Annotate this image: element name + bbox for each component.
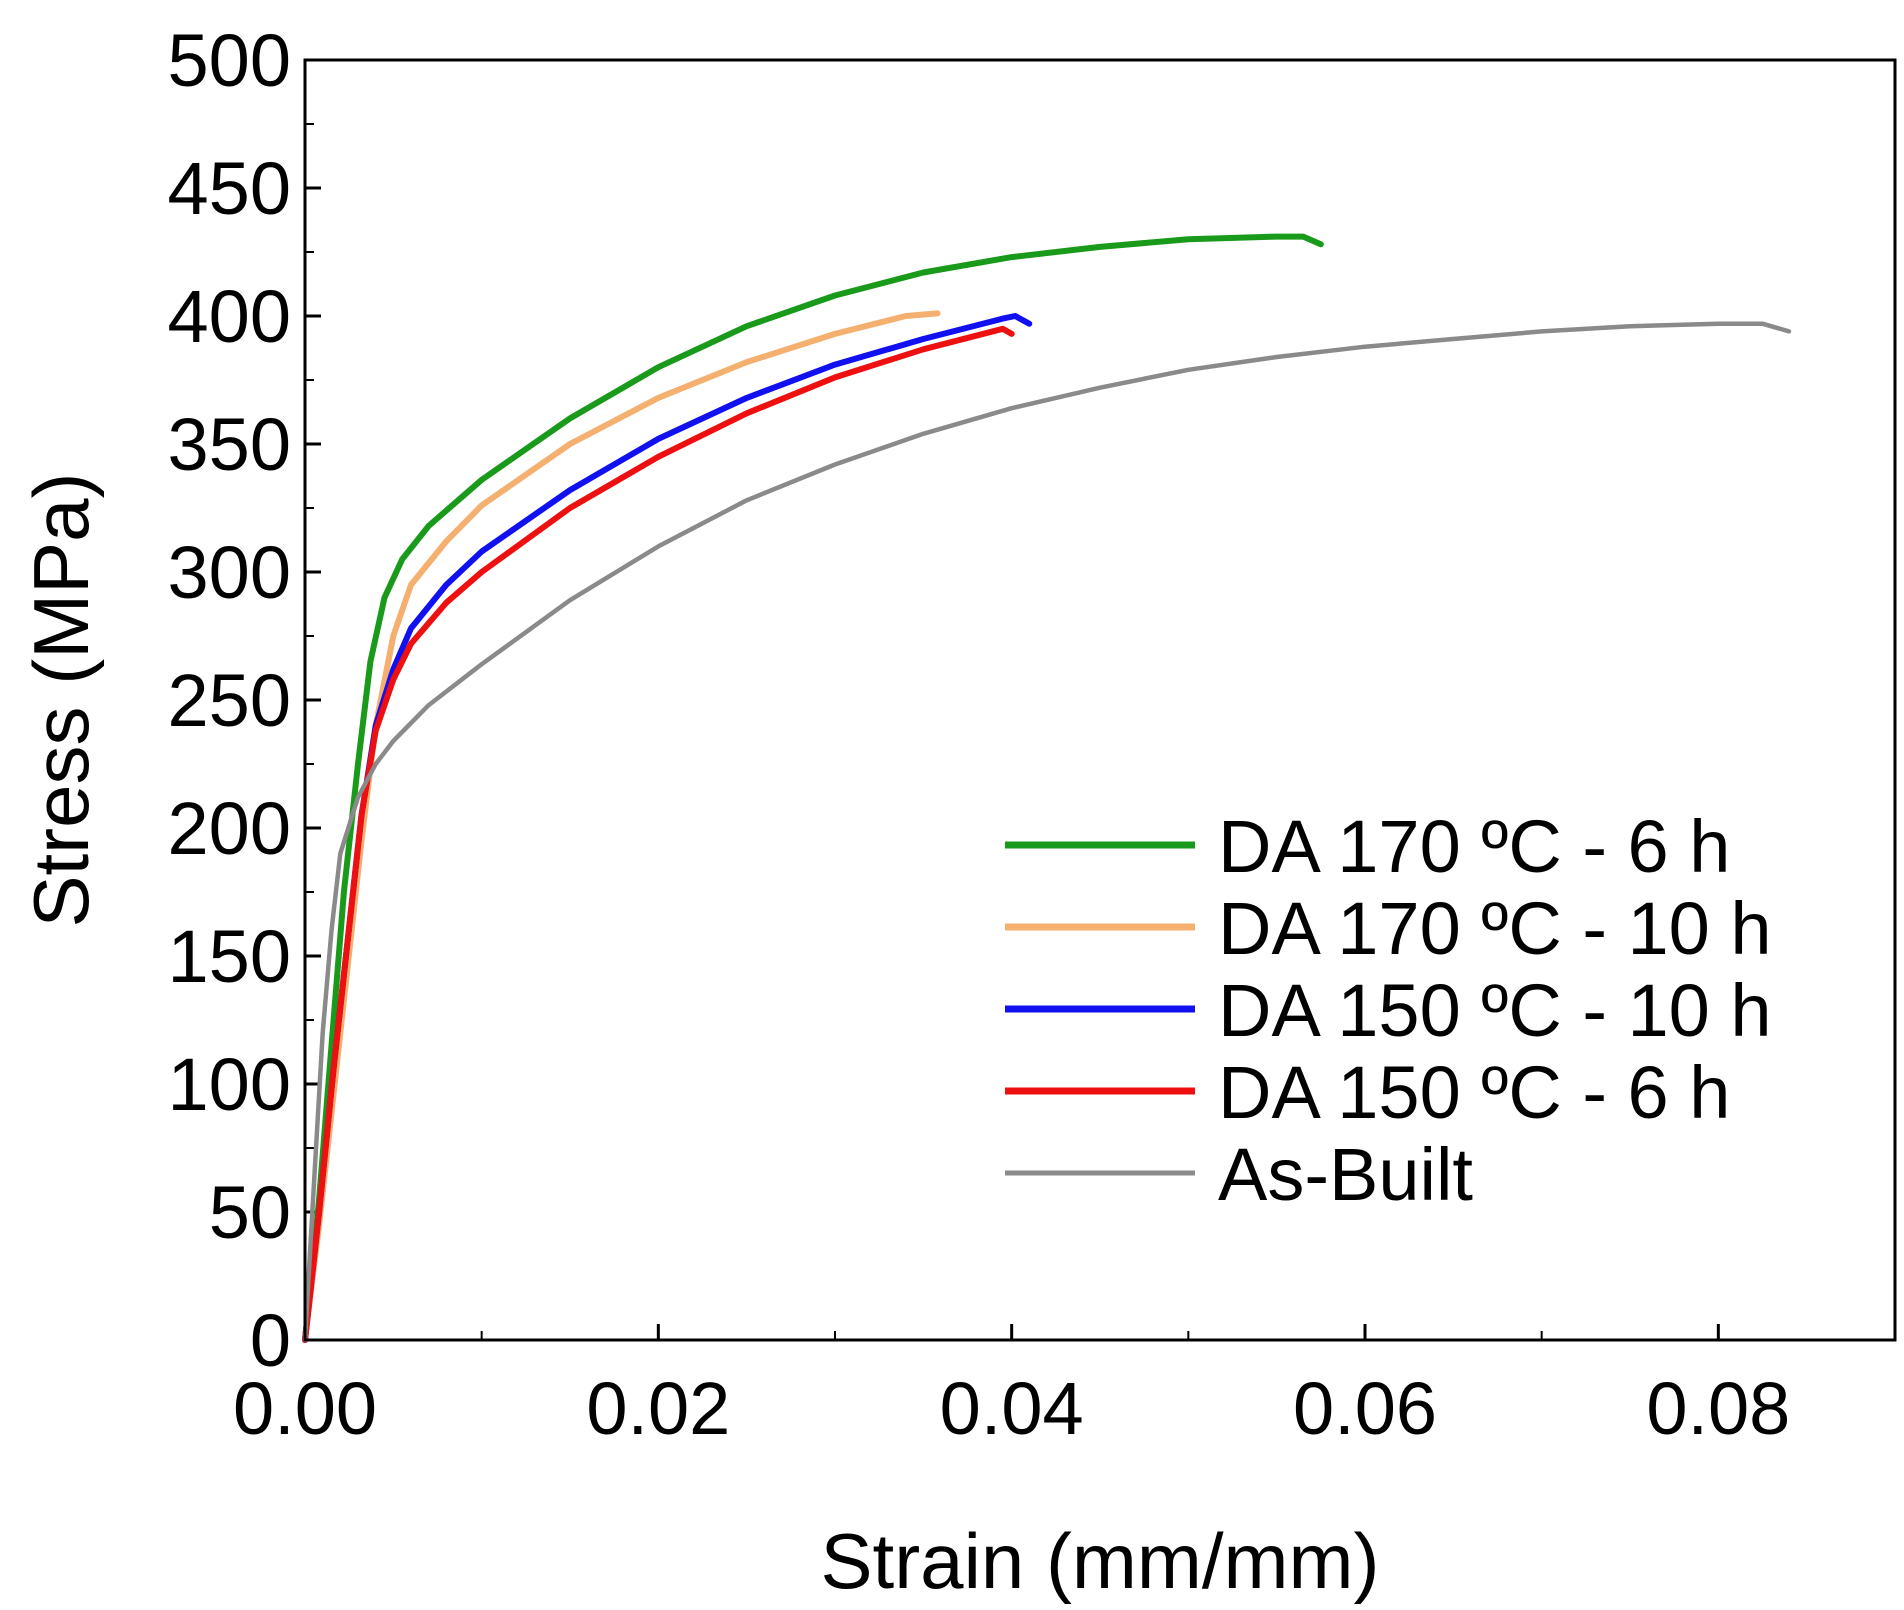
series-line-3	[302, 325, 1015, 1343]
y-tick-label: 150	[168, 915, 291, 998]
y-tick-label: 450	[168, 147, 291, 230]
series-line-0	[302, 233, 1324, 1343]
legend-label-0: DA 170 ºC - 6 h	[1218, 805, 1730, 888]
y-tick-label: 100	[168, 1043, 291, 1126]
y-tick-label: 500	[168, 19, 291, 102]
y-tick-label: 250	[168, 659, 291, 742]
y-axis-title: Stress (MPa)	[17, 472, 105, 927]
series-line-1	[302, 310, 941, 1343]
x-tick-label: 0.06	[1293, 1367, 1437, 1450]
x-tick-label: 0.08	[1646, 1367, 1790, 1450]
y-tick-label: 0	[250, 1299, 291, 1382]
y-tick-label: 50	[209, 1171, 291, 1254]
x-tick-label: 0.00	[233, 1367, 377, 1450]
legend-label-1: DA 170 ºC - 10 h	[1218, 887, 1772, 970]
plot-frame	[303, 58, 1897, 1342]
y-tick-label: 350	[168, 403, 291, 486]
legend-label-2: DA 150 ºC - 10 h	[1218, 969, 1772, 1052]
x-axis-title: Strain (mm/mm)	[821, 1517, 1380, 1605]
legend: DA 170 ºC - 6 hDA 170 ºC - 10 hDA 150 ºC…	[1005, 805, 1772, 1216]
tick-labels: 0 50 100 150 200 250 300 350 400 450 500 0.00 0.02 0.…	[168, 19, 1791, 1450]
y-tick-label: 300	[168, 531, 291, 614]
series-line-2	[302, 313, 1033, 1343]
x-tick-label: 0.04	[940, 1367, 1084, 1450]
data-series	[302, 233, 1792, 1343]
series-line-4	[302, 321, 1792, 1343]
y-tick-label: 400	[168, 275, 291, 358]
x-tick-label: 0.02	[586, 1367, 730, 1450]
legend-label-4: As-Built	[1218, 1133, 1473, 1216]
axis-ticks	[303, 58, 1896, 1342]
legend-label-3: DA 150 ºC - 6 h	[1218, 1051, 1730, 1134]
y-tick-label: 200	[168, 787, 291, 870]
